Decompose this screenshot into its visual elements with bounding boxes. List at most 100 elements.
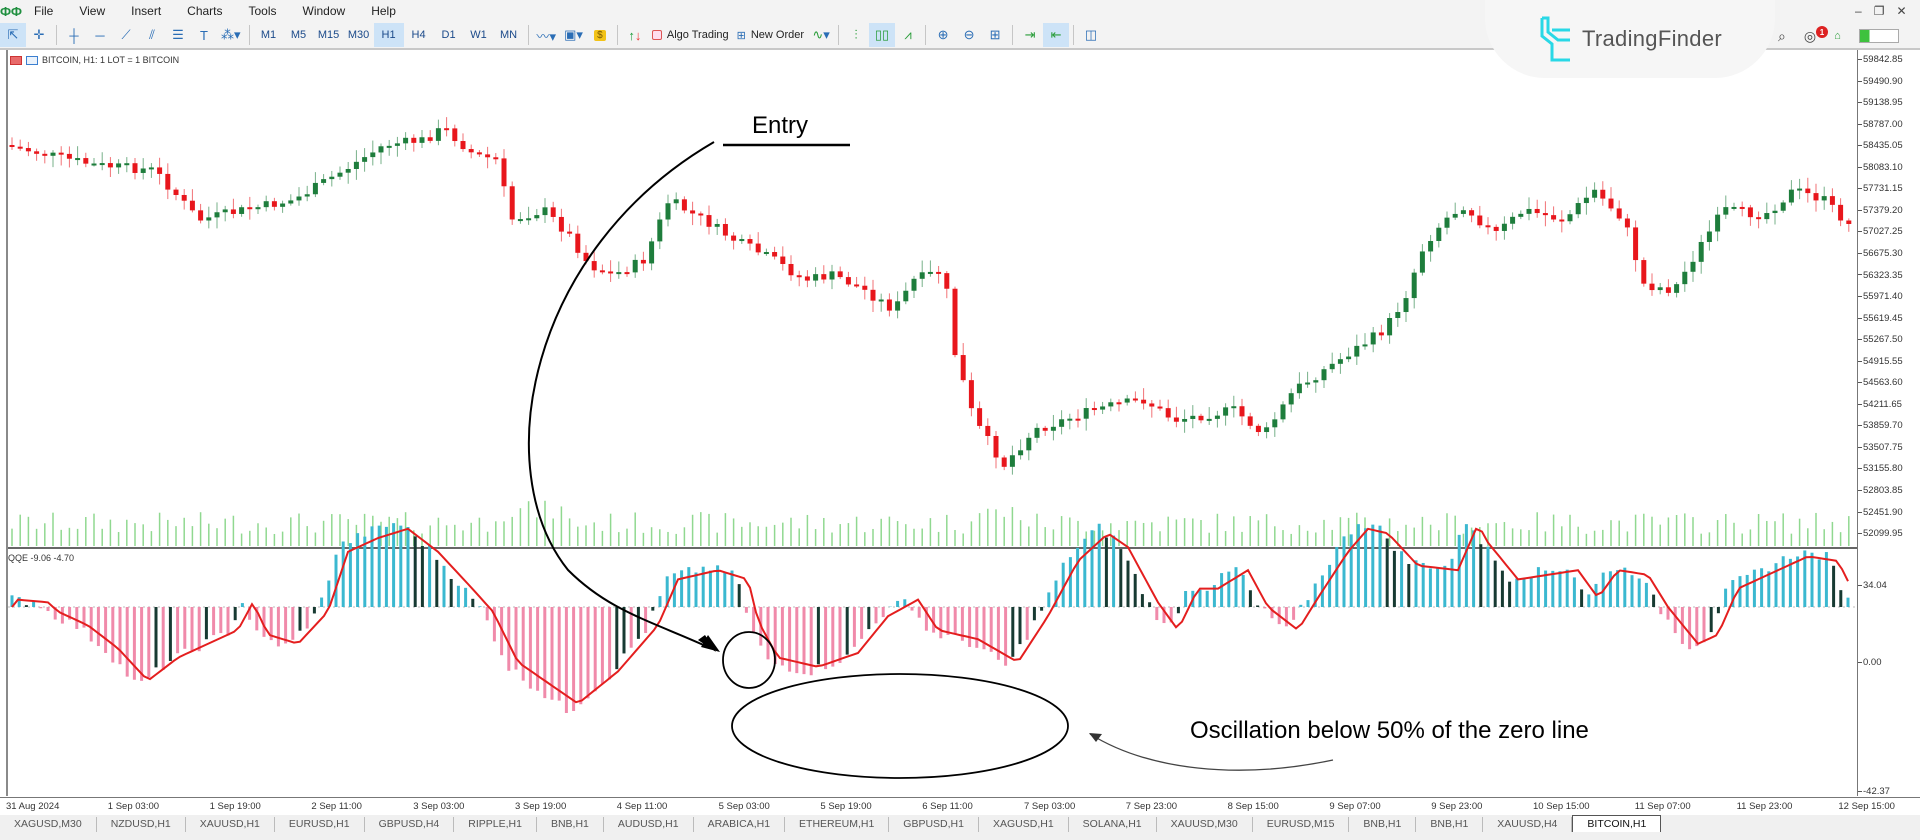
timeframe-m30[interactable]: M30: [347, 29, 370, 41]
new-order-button[interactable]: ⊞ New Order: [736, 29, 805, 42]
app-logo-icon: ФФ: [0, 3, 23, 19]
price-label: 58435.05: [1858, 140, 1903, 151]
price-label: 56323.35: [1858, 270, 1903, 281]
status-bar: [0, 832, 1920, 840]
chart-tab[interactable]: NZDUSD,H1: [97, 817, 186, 832]
chart-menu-icon[interactable]: [10, 55, 22, 65]
time-axis[interactable]: 31 Aug 2024 1 Sep 03:00 1 Sep 19:00 2 Sep 1…: [0, 797, 1920, 815]
trendline-icon[interactable]: ⟋: [121, 27, 131, 42]
timeframe-h1[interactable]: H1: [373, 23, 404, 47]
price-label: 53859.70: [1858, 420, 1903, 431]
dollar-icon[interactable]: $: [587, 23, 613, 47]
zoom-in-icon[interactable]: ⊕: [937, 27, 949, 42]
price-label: 59490.90: [1858, 76, 1903, 87]
price-label: 52099.95: [1858, 528, 1903, 539]
channel-icon[interactable]: ⫽: [149, 27, 155, 42]
chart-tab[interactable]: XAUUSD,H1: [186, 817, 275, 832]
chart-tab[interactable]: GBPUSD,H1: [889, 817, 979, 832]
chart-tab[interactable]: EURUSD,H1: [275, 817, 365, 832]
chart-shift-icon[interactable]: ⇤: [1043, 23, 1070, 47]
menu-file[interactable]: File: [34, 4, 54, 18]
tile-windows-icon[interactable]: ⊞: [989, 27, 1001, 42]
timeframe-m5[interactable]: M5: [290, 29, 307, 41]
chart-tab[interactable]: ARABICA,H1: [694, 817, 786, 832]
menu-help[interactable]: Help: [371, 4, 396, 18]
menu-bar: ФФ File View Insert Charts Tools Window …: [0, 0, 1920, 22]
algo-trading-button[interactable]: Algo Trading: [648, 23, 733, 47]
chart-tab[interactable]: XAGUSD,M30: [0, 817, 97, 832]
auto-scroll-icon[interactable]: ⇥: [1024, 27, 1036, 42]
chart-tabs: XAGUSD,M30 NZDUSD,H1 XAUUSD,H1 EURUSD,H1 GBP…: [0, 815, 1920, 832]
chart-tab[interactable]: BITCOIN,H1: [1572, 815, 1662, 832]
menu-view[interactable]: View: [79, 4, 106, 18]
screenshot-icon[interactable]: ◫: [1084, 27, 1098, 42]
time-label: 4 Sep 11:00: [616, 801, 668, 812]
price-label: 54563.60: [1858, 377, 1903, 388]
chart-tab[interactable]: ETHEREUM,H1: [785, 817, 890, 832]
messages-icon[interactable]: ◎: [1803, 27, 1817, 44]
menu-window[interactable]: Window: [302, 4, 346, 18]
price-label: 53507.75: [1858, 442, 1903, 453]
chart-tab[interactable]: BNB,H1: [1416, 817, 1484, 832]
close-icon[interactable]: ✕: [1896, 4, 1907, 18]
timeframe-mn[interactable]: MN: [499, 29, 518, 41]
candlestick-chart-icon[interactable]: ▯▯: [869, 23, 896, 47]
time-label: 7 Sep 23:00: [1125, 801, 1178, 812]
tradingfinder-icon: [1540, 16, 1570, 62]
price-label: 54211.65: [1858, 399, 1902, 410]
timeframe-m1[interactable]: M1: [260, 29, 277, 41]
chart-tab[interactable]: XAGUSD,H1: [979, 817, 1069, 832]
price-axis[interactable]: 59842.85 59490.90 59138.95 58787.00 58435.05…: [1857, 50, 1920, 797]
price-label: 57731.15: [1858, 183, 1903, 194]
shapes-icon[interactable]: ⁂▾: [221, 27, 241, 42]
signals-icon[interactable]: ∿ ▾: [812, 27, 830, 42]
price-label: 59138.95: [1858, 97, 1903, 108]
toolbar-divider: [56, 25, 57, 45]
chart-tab[interactable]: BNB,H1: [1349, 817, 1417, 832]
indicator-axis-label: 0.00: [1858, 657, 1882, 668]
buy-sell-icon[interactable]: ↑ ↓: [628, 27, 642, 43]
signal-lvl-icon[interactable]: ⌂: [1834, 30, 1841, 42]
menu-insert[interactable]: Insert: [131, 4, 162, 18]
toolbar-divider: [1073, 25, 1075, 45]
time-label: 3 Sep 03:00: [413, 801, 465, 812]
chart-tab[interactable]: AUDUSD,H1: [604, 817, 694, 832]
chart-tab[interactable]: XAUUSD,H4: [1483, 817, 1573, 832]
zoom-out-icon[interactable]: ⊖: [963, 27, 975, 42]
price-label: 58787.00: [1858, 119, 1903, 130]
chart-tab[interactable]: SOLANA,H1: [1069, 817, 1157, 832]
bar-chart-icon[interactable]: ⫶: [854, 27, 858, 42]
indicator-axis-label: 34.04: [1858, 580, 1887, 591]
restore-icon[interactable]: ❐: [1873, 4, 1885, 18]
timeframe-d1[interactable]: D1: [441, 29, 456, 41]
chart-tab[interactable]: RIPPLE,H1: [454, 817, 537, 832]
price-label: 52803.85: [1858, 485, 1903, 496]
chart-trade-icon[interactable]: [26, 55, 38, 65]
menu-tools[interactable]: Tools: [248, 4, 277, 18]
price-label: 53155.80: [1858, 463, 1903, 474]
price-label: 54915.55: [1858, 356, 1903, 367]
horizontal-line-icon[interactable]: ─: [95, 27, 105, 43]
chart-tab[interactable]: EURUSD,M15: [1253, 817, 1350, 832]
search-icon[interactable]: ⌕: [1778, 27, 1786, 44]
indicators-icon[interactable]: 〰▾: [536, 28, 557, 44]
timeframe-h4[interactable]: H4: [411, 29, 426, 41]
price-label: 56675.30: [1858, 248, 1903, 259]
chart-area[interactable]: [6, 50, 1859, 796]
timeframe-w1[interactable]: W1: [470, 29, 487, 41]
fibonacci-icon[interactable]: ☰: [172, 27, 184, 42]
minimize-icon[interactable]: –: [1855, 4, 1862, 18]
time-label: 5 Sep 19:00: [820, 801, 872, 812]
vertical-line-icon[interactable]: ┼: [69, 27, 79, 43]
line-chart-icon[interactable]: ⩘: [904, 27, 912, 42]
crosshair-tool-icon[interactable]: ✛: [33, 27, 45, 42]
menu-charts[interactable]: Charts: [187, 4, 223, 18]
text-tool-icon[interactable]: T: [200, 27, 208, 43]
cursor-tool-icon[interactable]: ⇱: [0, 23, 26, 47]
time-label: 9 Sep 23:00: [1431, 801, 1483, 812]
chart-tab[interactable]: GBPUSD,H4: [365, 817, 455, 832]
templates-icon[interactable]: ▣▾: [564, 27, 583, 42]
chart-tab[interactable]: XAUUSD,M30: [1157, 817, 1253, 832]
chart-tab[interactable]: BNB,H1: [537, 817, 604, 832]
timeframe-m15[interactable]: M15: [317, 29, 340, 41]
